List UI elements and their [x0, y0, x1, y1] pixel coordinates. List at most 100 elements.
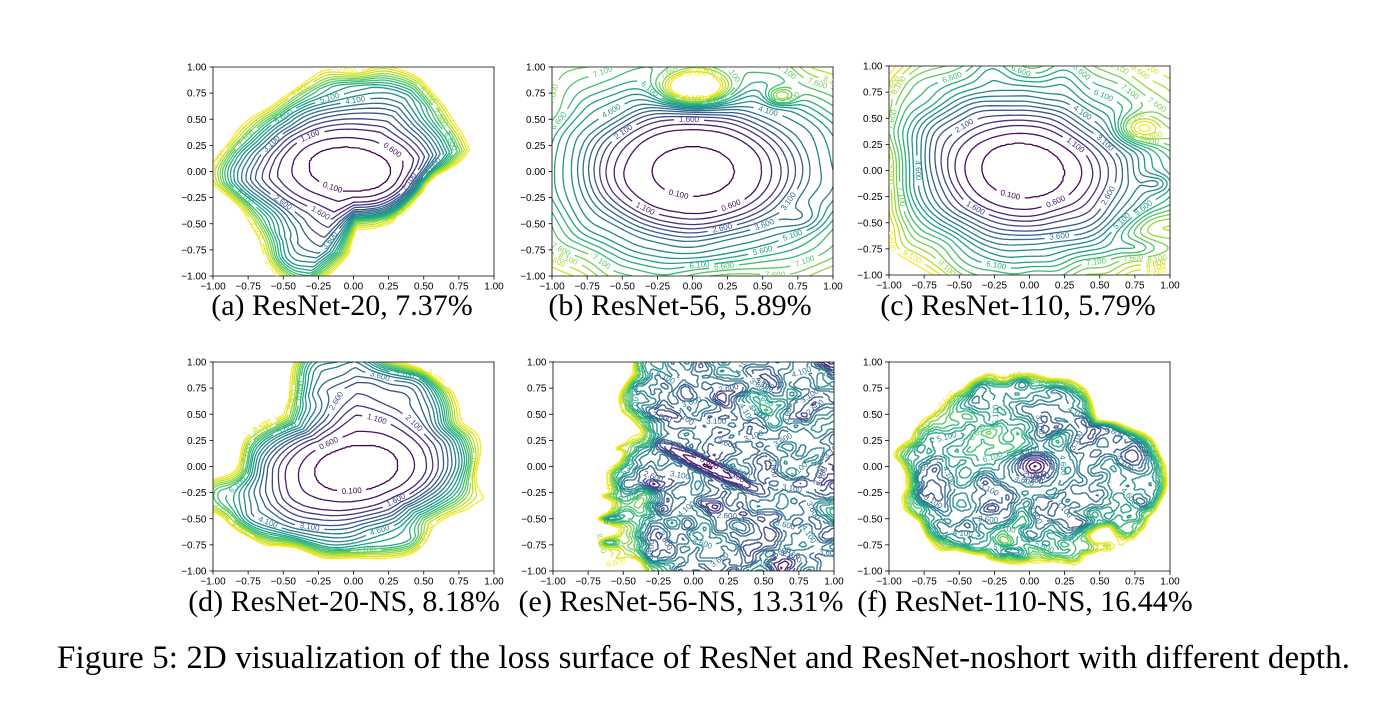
svg-text:7.600: 7.600	[547, 83, 561, 105]
svg-text:0.25: 0.25	[379, 577, 399, 588]
svg-text:1.00: 1.00	[863, 358, 883, 369]
svg-text:0.00: 0.00	[344, 282, 364, 293]
svg-text:3.600: 3.600	[1049, 231, 1070, 242]
svg-text:0.25: 0.25	[187, 141, 207, 152]
svg-text:9.600: 9.600	[605, 556, 627, 569]
svg-text:4.600: 4.600	[1058, 455, 1069, 476]
svg-text:5.600: 5.600	[993, 543, 1014, 553]
svg-text:9.600: 9.600	[336, 65, 357, 76]
svg-text:3.600: 3.600	[772, 431, 794, 449]
svg-text:0.75: 0.75	[789, 577, 809, 588]
svg-text:7.100: 7.100	[1119, 82, 1141, 102]
svg-text:5.100: 5.100	[630, 386, 640, 407]
svg-text:3.600: 3.600	[753, 217, 775, 233]
svg-text:0.00: 0.00	[344, 577, 364, 588]
svg-text:6.600: 6.600	[294, 380, 306, 402]
svg-text:0.75: 0.75	[526, 89, 546, 100]
svg-text:−0.25: −0.25	[181, 193, 207, 204]
svg-text:−1.00: −1.00	[200, 577, 226, 588]
svg-text:8.600: 8.600	[696, 64, 718, 77]
svg-text:−0.50: −0.50	[271, 577, 297, 588]
svg-text:3.600: 3.600	[771, 545, 793, 558]
svg-text:−0.25: −0.25	[982, 577, 1008, 588]
svg-text:−0.50: −0.50	[857, 514, 883, 525]
svg-text:8.100: 8.100	[822, 74, 844, 89]
svg-text:0.50: 0.50	[754, 577, 774, 588]
svg-text:0.75: 0.75	[187, 384, 207, 395]
svg-text:1.00: 1.00	[187, 63, 207, 74]
svg-text:4.600: 4.600	[600, 102, 622, 120]
svg-text:−1.00: −1.00	[540, 577, 566, 588]
svg-text:7.600: 7.600	[1123, 252, 1144, 263]
svg-text:4.100: 4.100	[345, 94, 367, 106]
svg-text:0.00: 0.00	[684, 577, 704, 588]
svg-text:0.25: 0.25	[527, 436, 547, 447]
svg-text:8.100: 8.100	[466, 457, 478, 479]
svg-text:0.00: 0.00	[1020, 281, 1040, 292]
svg-text:0.00: 0.00	[863, 166, 883, 177]
svg-text:1.00: 1.00	[484, 282, 504, 293]
svg-text:7.100: 7.100	[776, 62, 798, 81]
svg-text:2.600: 2.600	[712, 221, 734, 234]
svg-text:9.600: 9.600	[885, 230, 898, 252]
svg-text:−0.50: −0.50	[521, 514, 547, 525]
svg-text:0.75: 0.75	[449, 577, 469, 588]
svg-text:3.100: 3.100	[706, 417, 727, 426]
svg-text:−0.75: −0.75	[574, 282, 600, 293]
svg-text:−0.25: −0.25	[521, 488, 547, 499]
svg-text:−1.00: −1.00	[200, 282, 226, 293]
svg-text:5.100: 5.100	[782, 227, 804, 242]
svg-text:1.00: 1.00	[824, 577, 844, 588]
svg-text:−0.75: −0.75	[520, 245, 546, 256]
svg-text:1.00: 1.00	[187, 358, 207, 369]
svg-text:1.600: 1.600	[385, 491, 407, 508]
svg-text:−1.00: −1.00	[876, 577, 902, 588]
svg-text:6.600: 6.600	[714, 261, 735, 272]
svg-text:−0.25: −0.25	[646, 577, 672, 588]
svg-text:−0.50: −0.50	[610, 282, 636, 293]
svg-text:4.100: 4.100	[952, 528, 973, 539]
svg-text:8.100: 8.100	[595, 533, 609, 555]
svg-text:6.100: 6.100	[986, 259, 1008, 272]
svg-text:7.100: 7.100	[356, 545, 377, 555]
svg-text:3.100: 3.100	[1054, 499, 1074, 520]
svg-text:3.100: 3.100	[669, 469, 691, 482]
svg-text:2.100: 2.100	[404, 413, 425, 434]
svg-text:0.25: 0.25	[1055, 281, 1075, 292]
svg-text:0.50: 0.50	[527, 410, 547, 421]
svg-text:0.25: 0.25	[1055, 577, 1075, 588]
svg-text:−1.00: −1.00	[181, 272, 207, 283]
svg-text:3.600: 3.600	[681, 395, 703, 410]
svg-text:−1.00: −1.00	[876, 281, 902, 292]
svg-text:0.100: 0.100	[322, 180, 344, 195]
svg-text:5.100: 5.100	[394, 368, 416, 381]
svg-text:0.50: 0.50	[1090, 577, 1110, 588]
svg-text:1.600: 1.600	[1026, 469, 1047, 480]
svg-text:0.600: 0.600	[382, 141, 404, 160]
svg-text:−0.75: −0.75	[575, 577, 601, 588]
svg-text:6.100: 6.100	[639, 79, 661, 99]
svg-text:0.50: 0.50	[414, 577, 434, 588]
svg-text:0.50: 0.50	[753, 282, 773, 293]
svg-text:0.00: 0.00	[863, 462, 883, 473]
svg-text:3.100: 3.100	[261, 133, 282, 154]
svg-text:3.100: 3.100	[781, 482, 803, 494]
svg-text:−0.75: −0.75	[181, 540, 207, 551]
svg-text:9.100: 9.100	[209, 148, 228, 170]
svg-text:−0.75: −0.75	[235, 282, 261, 293]
svg-text:1.600: 1.600	[679, 115, 700, 124]
svg-text:−0.25: −0.25	[181, 488, 207, 499]
svg-text:1.00: 1.00	[823, 282, 843, 293]
svg-text:3.100: 3.100	[299, 521, 321, 533]
svg-text:8.100: 8.100	[1146, 253, 1168, 265]
svg-text:−0.75: −0.75	[181, 245, 207, 256]
svg-text:3.600: 3.600	[781, 402, 794, 424]
svg-text:0.75: 0.75	[863, 384, 883, 395]
svg-text:3.600: 3.600	[978, 514, 999, 525]
svg-text:0.100: 0.100	[341, 486, 362, 496]
svg-text:−1.00: −1.00	[521, 567, 547, 578]
svg-text:3.600: 3.600	[643, 541, 653, 562]
svg-text:−0.25: −0.25	[306, 577, 332, 588]
svg-text:0.00: 0.00	[527, 462, 547, 473]
svg-text:0.00: 0.00	[526, 167, 546, 178]
